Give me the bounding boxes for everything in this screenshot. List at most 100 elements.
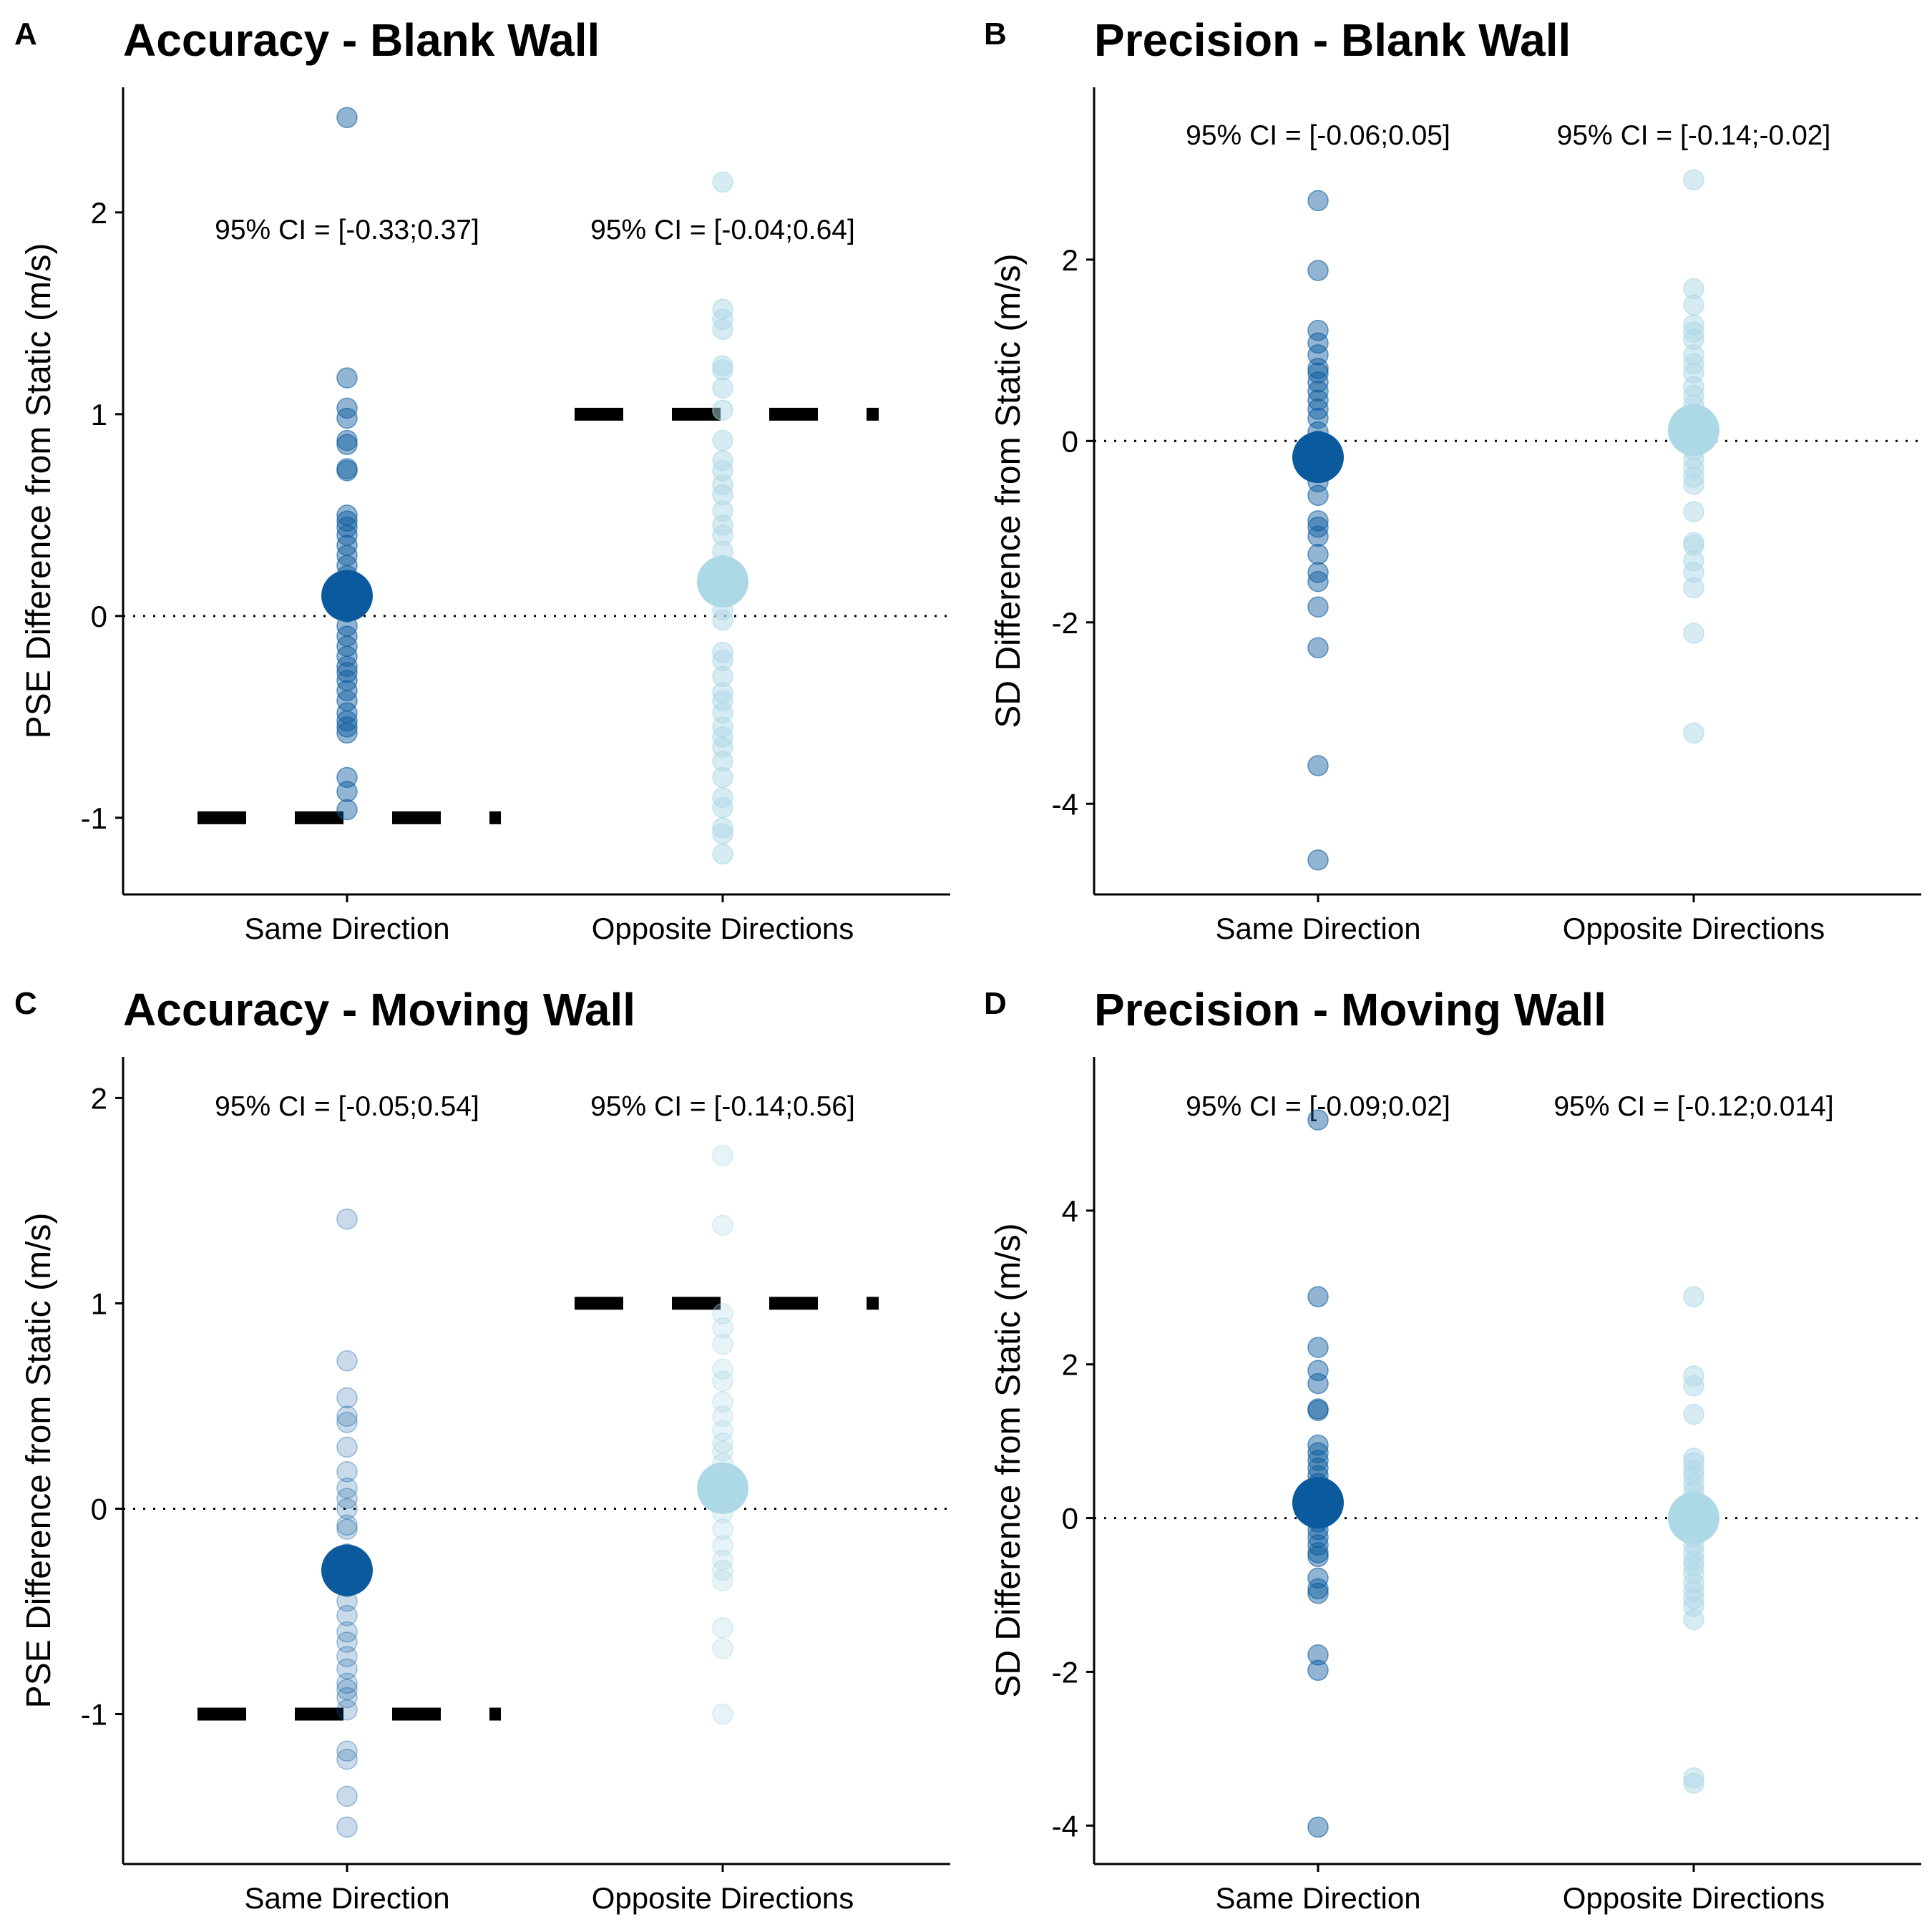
- data-point: [712, 1370, 733, 1392]
- data-point: [1683, 501, 1704, 522]
- data-point: [1307, 1583, 1329, 1604]
- y-tick-label: -4: [1052, 1809, 1078, 1843]
- data-point: [336, 407, 358, 429]
- data-point: [336, 434, 358, 455]
- data-point: [712, 1703, 733, 1725]
- data-point: [712, 1420, 733, 1442]
- data-point: [1307, 1400, 1329, 1421]
- data-point: [336, 460, 358, 482]
- ci-annotation: 95% CI = [-0.14;-0.02]: [1557, 120, 1831, 151]
- ci-annotation: 95% CI = [-0.06;0.05]: [1186, 120, 1450, 151]
- data-point: [1683, 577, 1704, 599]
- panel-d: D Precision - Moving Wall SD Difference fr…: [984, 984, 1921, 1915]
- panel-title: Precision - Blank Wall: [1094, 14, 1571, 66]
- data-point: [336, 781, 358, 802]
- data-point: [336, 1699, 358, 1721]
- y-tick-label: -1: [81, 1697, 107, 1731]
- x-tick-label: Same Direction: [244, 1881, 449, 1915]
- data-point: [336, 1514, 358, 1536]
- data-point: [1307, 755, 1329, 776]
- y-tick-label: 1: [91, 398, 107, 431]
- x-tick-label: Opposite Directions: [1563, 912, 1825, 945]
- data-point: [712, 359, 733, 381]
- data-point: [336, 1436, 358, 1458]
- data-point: [336, 1461, 358, 1483]
- data-point: [1307, 516, 1329, 538]
- data-point: [1307, 596, 1329, 618]
- data-point: [1307, 562, 1329, 583]
- y-axis-label: SD Difference from Static (m/s): [990, 1223, 1028, 1697]
- data-point: [1307, 1434, 1329, 1456]
- mean-marker: [697, 555, 748, 608]
- data-point: [712, 1570, 733, 1591]
- data-point: [712, 823, 733, 845]
- data-point: [336, 1405, 358, 1428]
- data-point: [1683, 1375, 1704, 1397]
- data-point: [336, 1387, 358, 1409]
- data-point: [336, 1748, 358, 1770]
- data-point: [336, 107, 358, 129]
- data-point: [1307, 399, 1329, 420]
- mean-marker: [1668, 1492, 1719, 1544]
- data-point: [1307, 1372, 1329, 1395]
- y-tick-label: 4: [1062, 1194, 1078, 1228]
- data-point: [712, 318, 733, 341]
- data-point: [1683, 1286, 1704, 1307]
- data-point: [712, 1391, 733, 1413]
- data-point: [336, 1488, 358, 1509]
- panel-a: A Accuracy - Blank Wall PSE Difference fro…: [14, 14, 950, 945]
- ci-annotation: 95% CI = [-0.09;0.02]: [1186, 1091, 1450, 1122]
- panel-title: Accuracy - Moving Wall: [123, 984, 635, 1035]
- data-point: [712, 377, 733, 399]
- y-tick-label: 2: [1062, 1348, 1078, 1382]
- y-tick-label: 2: [91, 196, 107, 230]
- data-point: [336, 1687, 358, 1709]
- data-point: [336, 1679, 358, 1700]
- y-tick-label: -4: [1052, 787, 1078, 821]
- data-point: [712, 1317, 733, 1339]
- panel-letter: D: [984, 986, 1007, 1021]
- data-point: [1683, 623, 1704, 644]
- data-point: [1307, 849, 1329, 871]
- data-point: [712, 399, 733, 421]
- data-point: [1307, 1546, 1329, 1568]
- ci-annotation: 95% CI = [-0.05;0.54]: [215, 1091, 479, 1122]
- data-point: [1307, 570, 1329, 592]
- y-tick-label: 0: [91, 1492, 107, 1526]
- data-point: [1307, 525, 1329, 547]
- data-point: [336, 1518, 358, 1540]
- data-point: [1683, 294, 1704, 316]
- data-point: [1307, 371, 1329, 393]
- mean-marker: [1292, 1477, 1344, 1529]
- data-point: [1307, 637, 1329, 659]
- y-tick-label: 1: [91, 1287, 107, 1320]
- data-point: [1307, 1442, 1329, 1464]
- data-point: [712, 609, 733, 631]
- mean-marker: [1292, 431, 1344, 484]
- data-point: [712, 1303, 733, 1324]
- data-point: [712, 1549, 733, 1571]
- y-tick-label: 2: [1062, 243, 1078, 277]
- data-point: [712, 1432, 733, 1454]
- data-point: [712, 1637, 733, 1659]
- data-point: [336, 1646, 358, 1667]
- data-point: [712, 1358, 733, 1380]
- data-point: [1307, 1534, 1329, 1556]
- data-point: [1683, 1772, 1704, 1794]
- data-point: [712, 1535, 733, 1556]
- x-tick-label: Opposite Directions: [592, 912, 854, 945]
- x-tick-label: Same Direction: [1215, 1881, 1420, 1915]
- data-point: [712, 1145, 733, 1166]
- data-point: [1307, 319, 1329, 341]
- data-point: [1307, 380, 1329, 402]
- data-point: [336, 1208, 358, 1230]
- panel-title: Precision - Moving Wall: [1094, 984, 1606, 1035]
- data-point: [336, 1631, 358, 1653]
- data-point: [1307, 543, 1329, 565]
- data-point: [712, 429, 733, 452]
- data-point: [712, 1214, 733, 1236]
- data-point: [1307, 362, 1329, 384]
- y-tick-label: -2: [1052, 606, 1078, 640]
- mean-marker: [321, 570, 373, 622]
